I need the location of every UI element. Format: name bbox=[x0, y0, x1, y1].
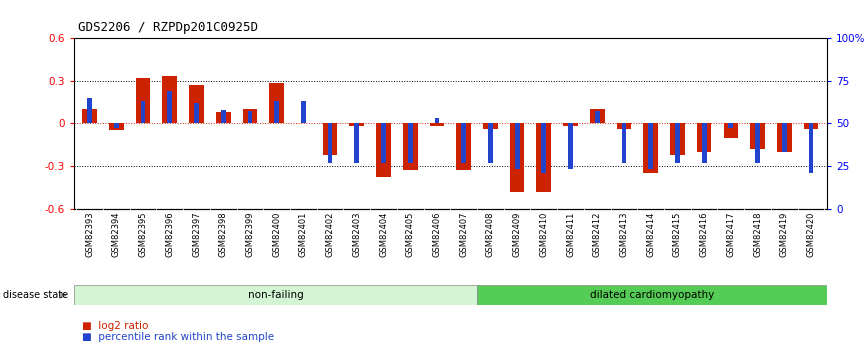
Bar bbox=[376, 123, 391, 177]
Text: GSM82407: GSM82407 bbox=[459, 212, 469, 257]
Bar bbox=[327, 123, 333, 162]
Bar bbox=[649, 123, 653, 169]
Bar bbox=[189, 85, 204, 123]
Bar bbox=[510, 123, 525, 191]
Bar bbox=[221, 110, 226, 123]
Text: GSM82395: GSM82395 bbox=[139, 212, 147, 257]
Bar bbox=[163, 76, 178, 123]
Bar bbox=[617, 123, 631, 129]
Bar bbox=[782, 123, 786, 152]
Bar bbox=[804, 123, 818, 129]
Text: GSM82398: GSM82398 bbox=[219, 212, 228, 257]
Bar bbox=[430, 123, 444, 126]
Text: GSM82406: GSM82406 bbox=[432, 212, 442, 257]
Bar bbox=[354, 123, 359, 162]
Bar bbox=[301, 101, 306, 123]
Text: GSM82404: GSM82404 bbox=[379, 212, 388, 257]
Text: GSM82418: GSM82418 bbox=[753, 212, 762, 257]
Bar bbox=[701, 123, 707, 162]
Bar bbox=[242, 109, 257, 123]
Bar bbox=[456, 123, 471, 170]
Bar bbox=[435, 118, 439, 123]
Text: GSM82405: GSM82405 bbox=[406, 212, 415, 257]
Text: GSM82417: GSM82417 bbox=[727, 212, 735, 257]
Bar bbox=[536, 123, 551, 191]
Text: GSM82409: GSM82409 bbox=[513, 212, 521, 257]
Text: GSM82394: GSM82394 bbox=[112, 212, 121, 257]
Bar bbox=[750, 123, 765, 149]
Bar bbox=[109, 123, 124, 130]
Bar bbox=[809, 123, 813, 173]
Bar bbox=[82, 109, 97, 123]
Text: disease state: disease state bbox=[3, 290, 68, 300]
Bar bbox=[675, 123, 680, 162]
Bar bbox=[563, 123, 578, 126]
Text: GSM82415: GSM82415 bbox=[673, 212, 682, 257]
Bar bbox=[140, 101, 145, 123]
Bar bbox=[483, 123, 498, 129]
Bar bbox=[381, 123, 386, 162]
Bar bbox=[408, 123, 412, 162]
Bar bbox=[595, 111, 599, 123]
Bar bbox=[114, 123, 119, 128]
Bar bbox=[462, 123, 466, 162]
Bar bbox=[323, 123, 338, 155]
Bar bbox=[590, 109, 604, 123]
Bar bbox=[477, 285, 827, 305]
Bar bbox=[488, 123, 493, 162]
Bar bbox=[167, 91, 172, 123]
Text: GSM82402: GSM82402 bbox=[326, 212, 334, 257]
Text: GSM82400: GSM82400 bbox=[272, 212, 281, 257]
Text: GSM82420: GSM82420 bbox=[806, 212, 816, 257]
Text: GSM82410: GSM82410 bbox=[540, 212, 548, 257]
Bar bbox=[216, 112, 230, 123]
Text: GSM82393: GSM82393 bbox=[85, 212, 94, 257]
Text: GSM82408: GSM82408 bbox=[486, 212, 494, 257]
Text: ■  percentile rank within the sample: ■ percentile rank within the sample bbox=[82, 332, 275, 342]
Bar bbox=[74, 285, 477, 305]
Text: GSM82399: GSM82399 bbox=[245, 212, 255, 257]
Bar bbox=[269, 83, 284, 123]
Bar bbox=[87, 98, 92, 123]
Bar bbox=[275, 101, 279, 123]
Text: GSM82396: GSM82396 bbox=[165, 212, 174, 257]
Text: GSM82403: GSM82403 bbox=[352, 212, 361, 257]
Bar bbox=[194, 103, 199, 123]
Bar bbox=[697, 123, 712, 152]
Bar bbox=[622, 123, 626, 162]
Text: GSM82413: GSM82413 bbox=[619, 212, 629, 257]
Bar bbox=[670, 123, 685, 155]
Bar bbox=[541, 123, 546, 173]
Text: GSM82411: GSM82411 bbox=[566, 212, 575, 257]
Bar bbox=[777, 123, 792, 152]
Bar bbox=[514, 123, 520, 169]
Text: GSM82412: GSM82412 bbox=[592, 212, 602, 257]
Text: non-failing: non-failing bbox=[248, 290, 303, 300]
Text: GDS2206 / RZPDp201C0925D: GDS2206 / RZPDp201C0925D bbox=[78, 21, 258, 34]
Bar bbox=[728, 123, 734, 128]
Text: GSM82419: GSM82419 bbox=[779, 212, 789, 257]
Text: GSM82401: GSM82401 bbox=[299, 212, 308, 257]
Bar bbox=[136, 78, 151, 123]
Bar bbox=[723, 123, 738, 138]
Text: GSM82397: GSM82397 bbox=[192, 212, 201, 257]
Bar bbox=[755, 123, 760, 162]
Bar bbox=[643, 123, 658, 173]
Text: GSM82416: GSM82416 bbox=[700, 212, 708, 257]
Text: ■  log2 ratio: ■ log2 ratio bbox=[82, 321, 149, 331]
Bar bbox=[350, 123, 365, 126]
Bar bbox=[568, 123, 573, 169]
Text: dilated cardiomyopathy: dilated cardiomyopathy bbox=[590, 290, 714, 300]
Bar bbox=[248, 111, 252, 123]
Text: GSM82414: GSM82414 bbox=[646, 212, 656, 257]
Bar bbox=[403, 123, 417, 170]
